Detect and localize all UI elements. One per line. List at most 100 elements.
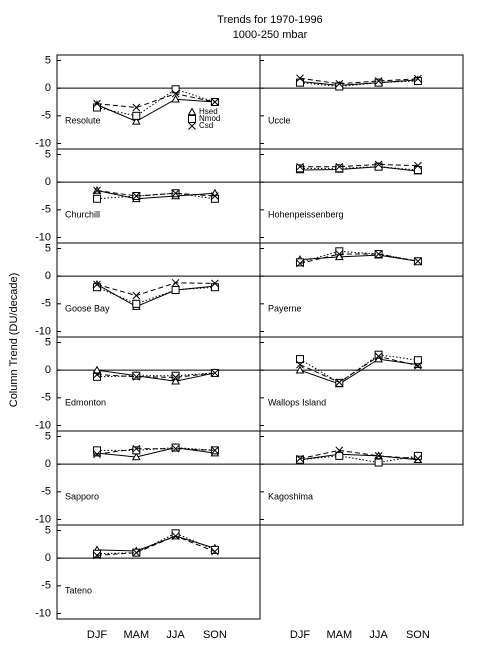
point (93, 194, 101, 203)
panel-frame (56, 430, 261, 526)
station-label: Tateno (65, 585, 92, 595)
y-tick-label: 0 (45, 552, 51, 564)
y-tick-label: -5 (41, 392, 51, 404)
station-label: Kagoshima (268, 491, 313, 501)
y-tick-label: -10 (35, 607, 51, 619)
station-label: Edmonton (65, 397, 106, 407)
point (93, 450, 101, 459)
point (93, 551, 101, 560)
point (296, 74, 304, 83)
series-line (96, 369, 216, 382)
series-line (299, 250, 418, 263)
point (374, 78, 383, 87)
point (296, 454, 304, 463)
point (296, 164, 304, 173)
y-tick-label: 5 (45, 524, 51, 536)
point (132, 444, 141, 453)
panel-frame (259, 54, 464, 150)
x-tick-label: SON (406, 629, 430, 641)
series-line (96, 448, 215, 455)
point (132, 299, 141, 308)
point (414, 361, 422, 370)
series-line (299, 449, 418, 460)
point (374, 458, 383, 467)
series-line (299, 355, 419, 383)
y-tick-label: -10 (35, 137, 51, 149)
station-label: Wallops Island (268, 397, 326, 407)
point (171, 444, 180, 453)
point (335, 378, 344, 387)
station-label: Sapporo (65, 491, 99, 501)
point (93, 186, 101, 195)
series-line (299, 79, 418, 86)
series-line (96, 282, 215, 297)
series-line (299, 453, 418, 461)
point (413, 451, 422, 460)
point (296, 355, 304, 364)
point (171, 443, 180, 452)
legend-marker (188, 115, 196, 123)
series-line (96, 372, 215, 378)
y-tick-label: 0 (45, 176, 51, 188)
point (210, 545, 219, 554)
point (296, 258, 304, 267)
series-line (299, 253, 418, 264)
point (171, 278, 180, 287)
point (132, 111, 141, 120)
chart-subtitle: 1000-250 mbar (233, 29, 308, 41)
series-line (96, 284, 215, 308)
y-tick-label: 5 (45, 242, 51, 254)
point (296, 78, 304, 87)
panel-frame (56, 524, 261, 620)
y-tick-label: -5 (41, 486, 51, 498)
station-label: Resolute (65, 115, 101, 125)
point (211, 547, 219, 556)
y-tick-label: -10 (35, 419, 51, 431)
point (413, 76, 422, 85)
point (211, 369, 219, 377)
series-line (97, 447, 215, 451)
series-line (96, 189, 215, 197)
legend-marker (187, 107, 197, 116)
point (335, 82, 344, 91)
series-line (300, 163, 418, 168)
point (171, 89, 180, 98)
station-label: Goose Bay (65, 303, 110, 313)
panel-frame (56, 242, 261, 338)
x-tick-label: SON (203, 629, 227, 641)
point (374, 350, 383, 359)
series-line (299, 254, 418, 262)
y-tick-label: 0 (45, 270, 51, 282)
x-tick-label: DJF (290, 629, 310, 641)
point (374, 352, 383, 361)
station-label: Payerne (268, 303, 302, 313)
point (296, 360, 304, 369)
panel-frame (259, 242, 464, 338)
point (93, 283, 101, 292)
panel-frame (259, 336, 464, 432)
point (93, 372, 101, 381)
y-tick-label: 0 (45, 458, 51, 470)
point (374, 452, 383, 460)
point (335, 247, 344, 256)
y-tick-label: 5 (45, 54, 51, 66)
point (413, 356, 422, 365)
series-line (299, 455, 418, 464)
panel-frame (56, 148, 261, 244)
point (210, 194, 219, 203)
point (413, 166, 422, 175)
series-line (96, 192, 215, 200)
y-tick-label: -5 (41, 298, 51, 310)
series-line (96, 286, 215, 305)
y-tick-label: 5 (45, 148, 51, 160)
y-tick-label: -5 (41, 110, 51, 122)
x-tick-label: MAM (123, 629, 149, 641)
point (211, 98, 219, 106)
y-tick-label: -5 (41, 580, 51, 592)
point (132, 446, 141, 455)
y-tick-label: 5 (45, 336, 51, 348)
series-line (96, 98, 215, 122)
x-tick-label: DJF (87, 629, 107, 641)
series-line (96, 372, 215, 378)
point (374, 77, 383, 85)
